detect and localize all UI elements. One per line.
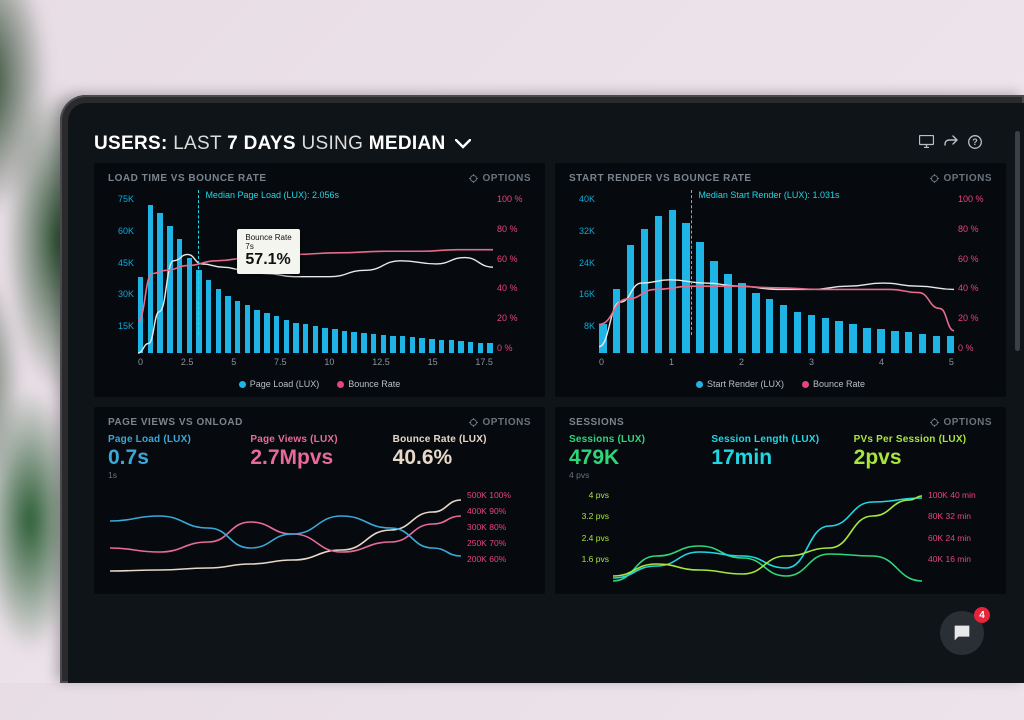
dashboard-screen: USERS: LAST 7 DAYS USING MEDIAN ? LOAD T… bbox=[68, 103, 1024, 683]
panel-page-views: PAGE VIEWS VS ONLOAD OPTIONS Page Load (… bbox=[94, 407, 545, 594]
monitor-icon[interactable] bbox=[919, 135, 934, 154]
panel1-title: LOAD TIME VS BOUNCE RATE bbox=[108, 173, 266, 184]
panel2-median-label: Median Start Render (LUX): 1.031s bbox=[698, 190, 839, 200]
panel4-title: SESSIONS bbox=[569, 417, 624, 428]
legend-bar: Start Render (LUX) bbox=[696, 379, 784, 389]
help-icon[interactable]: ? bbox=[968, 135, 982, 154]
panel1-chart: 75K60K45K30K15K 100 %80 %60 %40 %20 %0 %… bbox=[108, 190, 531, 375]
panel1-median-label: Median Page Load (LUX): 2.056s bbox=[205, 190, 339, 200]
panel2-plot: Median Start Render (LUX): 1.031s bbox=[599, 194, 954, 353]
tooltip-value: 57.1% bbox=[245, 251, 291, 269]
panel3-title: PAGE VIEWS VS ONLOAD bbox=[108, 417, 243, 428]
panel2-median-line bbox=[691, 190, 692, 335]
share-icon[interactable] bbox=[944, 135, 958, 154]
page-title[interactable]: USERS: LAST 7 DAYS USING MEDIAN bbox=[94, 133, 471, 155]
title-last: LAST bbox=[173, 133, 221, 154]
chevron-down-icon[interactable] bbox=[455, 133, 471, 155]
panel2-y-right: 100 %80 %60 %40 %20 %0 % bbox=[958, 194, 992, 353]
panel4-lines bbox=[613, 486, 922, 586]
scrollbar[interactable] bbox=[1015, 131, 1020, 351]
panel2-title: START RENDER VS BOUNCE RATE bbox=[569, 173, 752, 184]
panel3-options[interactable]: OPTIONS bbox=[469, 417, 531, 428]
title-using: USING bbox=[301, 133, 363, 154]
panel4-mini-chart: 4 pvs3.2 pvs2.4 pvs1.6 pvs 100K 40 min80… bbox=[569, 486, 992, 586]
panel4-stats: Sessions (LUX)479K4 pvsSession Length (L… bbox=[569, 434, 992, 480]
panel4-y-right: 100K 40 min80K 32 min60K 24 min40K 16 mi… bbox=[928, 490, 992, 564]
panel-sessions: SESSIONS OPTIONS Sessions (LUX)479K4 pvs… bbox=[555, 407, 1006, 594]
panel2-x-axis: 012345 bbox=[599, 357, 954, 375]
panel1-legend: Page Load (LUX) Bounce Rate bbox=[108, 379, 531, 389]
title-users: USERS: bbox=[94, 133, 168, 154]
legend-bar: Page Load (LUX) bbox=[239, 379, 320, 389]
tooltip-sub: 7s bbox=[245, 242, 291, 251]
panel2-y-left: 40K32K24K16K8K bbox=[569, 194, 595, 353]
legend-line: Bounce Rate bbox=[337, 379, 400, 389]
panel2-legend: Start Render (LUX) Bounce Rate bbox=[569, 379, 992, 389]
tooltip-title: Bounce Rate bbox=[245, 233, 291, 242]
title-range: 7 DAYS bbox=[227, 133, 296, 154]
panel1-y-left: 75K60K45K30K15K bbox=[108, 194, 134, 353]
dashboard-grid: LOAD TIME VS BOUNCE RATE OPTIONS 75K60K4… bbox=[94, 163, 1006, 594]
panel2-chart: 40K32K24K16K8K 100 %80 %60 %40 %20 %0 % … bbox=[569, 190, 992, 375]
dashboard-header: USERS: LAST 7 DAYS USING MEDIAN ? bbox=[94, 133, 1006, 155]
header-actions: ? bbox=[919, 135, 982, 154]
panel1-tooltip: Bounce Rate 7s 57.1% bbox=[237, 229, 299, 274]
panel-start-render: START RENDER VS BOUNCE RATE OPTIONS 40K3… bbox=[555, 163, 1006, 397]
panel3-lines bbox=[110, 486, 461, 586]
chat-button[interactable]: 4 bbox=[940, 611, 984, 655]
panel1-median-line bbox=[198, 190, 199, 335]
panel3-y-right: 500K 100%400K 90%300K 80%250K 70%200K 60… bbox=[467, 490, 531, 564]
panel2-options[interactable]: OPTIONS bbox=[930, 173, 992, 184]
panel1-y-right: 100 %80 %60 %40 %20 %0 % bbox=[497, 194, 531, 353]
panel1-x-axis: 02.557.51012.51517.5 bbox=[138, 357, 493, 375]
laptop-frame: USERS: LAST 7 DAYS USING MEDIAN ? LOAD T… bbox=[60, 95, 1024, 683]
chat-count-badge: 4 bbox=[974, 607, 990, 623]
panel2-lines bbox=[599, 194, 954, 353]
panel4-options[interactable]: OPTIONS bbox=[930, 417, 992, 428]
legend-line: Bounce Rate bbox=[802, 379, 865, 389]
panel3-stats: Page Load (LUX)0.7s1sPage Views (LUX)2.7… bbox=[108, 434, 531, 480]
panel3-mini-chart: 500K 100%400K 90%300K 80%250K 70%200K 60… bbox=[108, 486, 531, 586]
panel1-plot: Median Page Load (LUX): 2.056s Bounce Ra… bbox=[138, 194, 493, 353]
panel-load-time: LOAD TIME VS BOUNCE RATE OPTIONS 75K60K4… bbox=[94, 163, 545, 397]
title-metric: MEDIAN bbox=[369, 133, 446, 154]
svg-text:?: ? bbox=[972, 137, 978, 147]
panel1-lines bbox=[138, 194, 493, 353]
panel4-y-left: 4 pvs3.2 pvs2.4 pvs1.6 pvs bbox=[569, 490, 609, 564]
panel1-options[interactable]: OPTIONS bbox=[469, 173, 531, 184]
